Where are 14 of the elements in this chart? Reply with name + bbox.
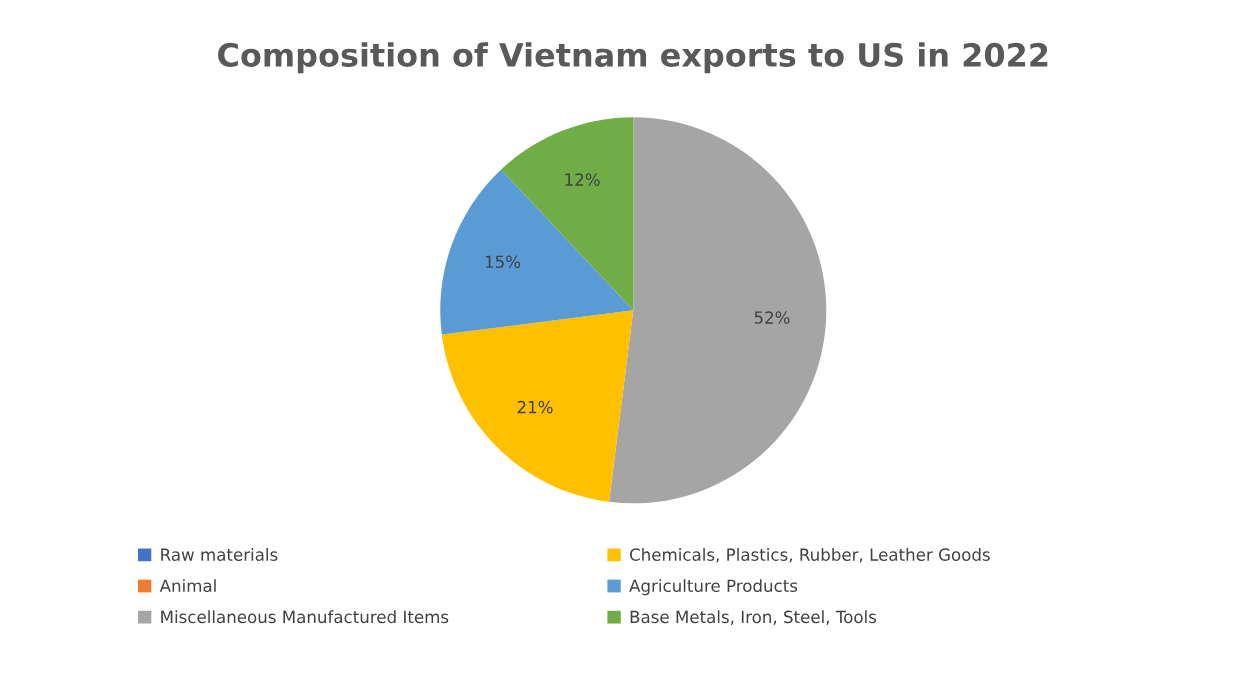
data-label: 21% [517, 400, 553, 414]
legend-label: Raw materials [161, 548, 278, 561]
legend-label: Base Metals, Iron, Steel, Tools [630, 610, 877, 625]
pie-slice [441, 310, 634, 502]
legend-label: Animal [159, 579, 216, 593]
pie-slice [440, 169, 634, 335]
data-label: 12% [565, 173, 600, 186]
pie-slice [609, 117, 827, 504]
legend-label: Agriculture Products [629, 579, 798, 596]
legend-label: Chemicals, Plastics, Rubber, Leather Goods [630, 548, 990, 563]
legend-label: Miscellaneous Manufactured Items [161, 610, 449, 624]
data-label: 52% [754, 311, 790, 324]
chart-title: Composition of Vietnam exports to US in 2022 [218, 42, 1048, 74]
data-label: 15% [485, 255, 521, 269]
